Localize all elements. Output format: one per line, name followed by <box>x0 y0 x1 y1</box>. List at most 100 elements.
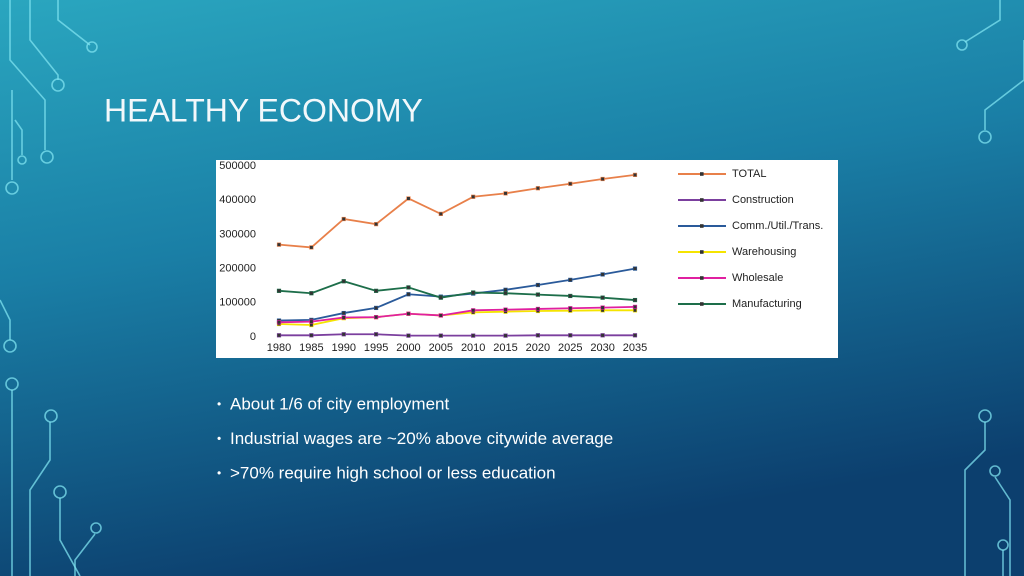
y-tick-label: 500000 <box>219 160 256 172</box>
point-marker <box>632 266 638 271</box>
point-marker <box>309 319 314 324</box>
point-marker <box>438 211 443 216</box>
point-marker <box>600 295 605 300</box>
bullet-text: About 1/6 of city employment <box>230 394 450 413</box>
point-marker <box>471 333 476 338</box>
point-marker <box>438 295 443 300</box>
point-marker <box>632 304 638 310</box>
legend-marker <box>700 172 704 176</box>
point-marker <box>276 333 282 338</box>
legend-label: Comm./Util./Trans. <box>732 220 823 232</box>
legend-marker <box>700 250 704 254</box>
legend-label: Warehousing <box>732 246 796 258</box>
slide-title: HEALTHY ECONOMY <box>104 92 423 128</box>
point-marker <box>373 222 379 227</box>
point-marker <box>309 333 314 338</box>
x-tick-label: 2000 <box>396 342 420 354</box>
legend-item: Construction <box>678 194 794 206</box>
series-line <box>278 173 636 249</box>
x-tick-label: 1980 <box>267 342 291 354</box>
point-marker <box>341 332 346 337</box>
legend-item: Wholesale <box>678 272 783 284</box>
series-line <box>278 309 635 326</box>
point-marker <box>309 291 314 296</box>
bullet-list: • About 1/6 of city employment • Industrial… <box>217 394 613 482</box>
legend-item: Manufacturing <box>678 298 802 310</box>
y-tick-label: 100000 <box>219 297 256 309</box>
bullet-text: Industrial wages are ~20% above citywide… <box>230 429 613 448</box>
point-marker <box>341 310 346 316</box>
legend-label: Wholesale <box>732 272 783 284</box>
point-marker <box>600 333 605 338</box>
x-tick-label: 1995 <box>364 342 388 354</box>
point-marker <box>341 315 346 320</box>
point-marker <box>276 242 282 247</box>
point-marker <box>373 305 379 311</box>
bullet-dot: • <box>217 432 221 446</box>
y-tick-label: 300000 <box>219 228 256 240</box>
point-marker <box>309 322 314 328</box>
legend-item: Warehousing <box>678 246 796 258</box>
point-marker <box>471 308 476 313</box>
point-marker <box>438 313 443 318</box>
y-tick-label: 200000 <box>219 263 256 275</box>
point-marker <box>535 186 541 191</box>
point-marker <box>309 245 314 250</box>
point-marker <box>632 308 638 313</box>
y-tick-label: 400000 <box>219 194 256 206</box>
chart-background <box>216 160 838 358</box>
point-marker <box>632 297 638 303</box>
legend-marker <box>700 224 704 228</box>
point-marker <box>276 320 282 325</box>
legend-marker <box>700 276 704 280</box>
x-tick-label: 2015 <box>493 342 517 354</box>
point-marker <box>503 191 508 196</box>
point-marker <box>568 306 573 311</box>
point-marker <box>503 291 508 296</box>
bullet-dot: • <box>217 397 221 411</box>
point-marker <box>503 287 508 292</box>
point-marker <box>535 306 541 312</box>
x-tick-label: 2030 <box>590 342 614 354</box>
point-marker <box>535 282 541 288</box>
point-marker <box>568 293 573 299</box>
x-tick-label: 2025 <box>558 342 582 354</box>
legend-item: Comm./Util./Trans. <box>678 220 823 232</box>
point-marker <box>535 333 541 338</box>
point-marker <box>406 292 411 297</box>
point-marker <box>568 333 573 338</box>
legend-label: Construction <box>732 194 794 206</box>
point-marker <box>600 305 605 310</box>
bullet-dot: • <box>217 466 221 480</box>
x-tick-label: 2005 <box>429 342 453 354</box>
y-tick-label: 0 <box>250 331 256 343</box>
point-marker <box>568 181 573 186</box>
point-marker <box>503 333 508 338</box>
legend-marker <box>700 198 704 202</box>
point-marker <box>406 333 411 338</box>
point-marker <box>568 277 573 282</box>
point-marker <box>341 279 346 284</box>
point-marker <box>600 176 605 182</box>
x-tick-label: 1990 <box>331 342 355 354</box>
chart: 0 100000 200000 300000 400000 500000 1980 1985 1… <box>219 160 823 354</box>
bullet-text: >70% require high school or less educati… <box>230 463 556 482</box>
x-tick-label: 2010 <box>461 342 485 354</box>
point-marker <box>373 332 379 337</box>
point-marker <box>600 272 605 277</box>
point-marker <box>535 292 541 297</box>
legend-marker <box>700 302 704 306</box>
legend-item: TOTAL <box>678 168 766 180</box>
point-marker <box>632 172 638 177</box>
x-tick-label: 1985 <box>299 342 323 354</box>
legend-label: Manufacturing <box>732 298 802 310</box>
point-marker <box>471 290 476 295</box>
x-tick-label: 2020 <box>526 342 550 354</box>
series-line <box>278 280 636 301</box>
legend-label: TOTAL <box>732 168 766 180</box>
point-marker <box>438 333 443 338</box>
point-marker <box>471 194 476 199</box>
point-marker <box>503 307 508 312</box>
